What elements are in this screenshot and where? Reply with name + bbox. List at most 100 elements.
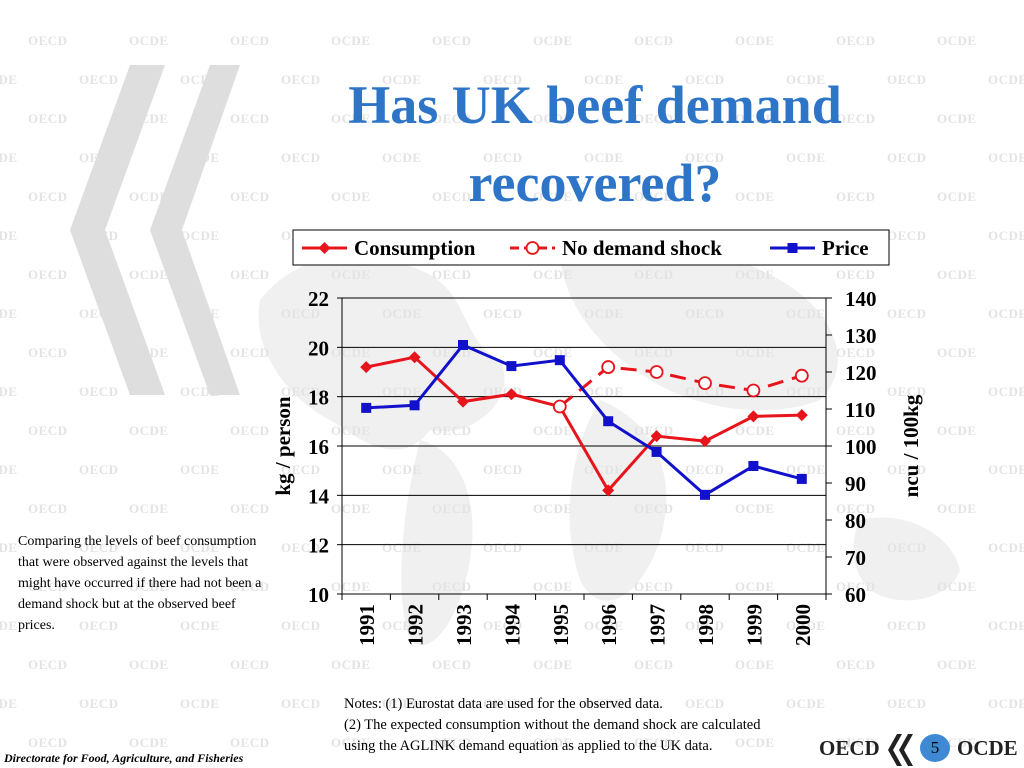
x-tick-label: 1995 bbox=[549, 604, 573, 646]
watermark-word: OECD bbox=[432, 579, 472, 594]
watermark-word: OCDE bbox=[937, 267, 977, 282]
watermark-word: OECD bbox=[887, 540, 927, 555]
oecd-chevron-logo bbox=[70, 65, 240, 395]
x-tick-label: 1994 bbox=[500, 604, 524, 647]
data-point bbox=[746, 383, 761, 398]
footer-directorate: Directorate for Food, Agriculture, and F… bbox=[4, 751, 244, 765]
x-tick-label: 1997 bbox=[646, 604, 670, 646]
watermark-word: OCDE bbox=[180, 618, 220, 633]
watermark-word: OECD bbox=[836, 189, 876, 204]
watermark-word: OCDE bbox=[584, 72, 624, 87]
data-point bbox=[506, 361, 517, 372]
y2-tick-label: 60 bbox=[845, 583, 866, 607]
watermark-word: OECD bbox=[634, 111, 674, 126]
watermark-word: OECD bbox=[230, 33, 270, 48]
title-line-2: recovered? bbox=[468, 153, 722, 213]
watermark-word: OECD bbox=[432, 657, 472, 672]
watermark-word: OECD bbox=[432, 423, 472, 438]
watermark-word: OCDE bbox=[584, 618, 624, 633]
watermark-word: OCDE bbox=[382, 150, 422, 165]
legend-marker bbox=[318, 242, 331, 254]
watermark-word: OCDE bbox=[735, 189, 775, 204]
watermark-word: OECD bbox=[483, 150, 523, 165]
watermark-word: OCDE bbox=[382, 462, 422, 477]
side-note: Comparing the levels of beef consumption… bbox=[18, 534, 262, 633]
watermark-word: OCDE bbox=[584, 306, 624, 321]
watermark-word: OECD bbox=[887, 228, 927, 243]
x-tick-label: 1992 bbox=[404, 604, 428, 646]
title-line-1: Has UK beef demand bbox=[348, 75, 842, 135]
x-tick-label: 1991 bbox=[355, 604, 379, 646]
watermark-word: OECD bbox=[685, 618, 725, 633]
watermark-word: OECD bbox=[281, 150, 321, 165]
watermark-word: OECD bbox=[281, 306, 321, 321]
data-point bbox=[651, 446, 662, 457]
watermark-word: OECD bbox=[836, 33, 876, 48]
y2-tick-label: 90 bbox=[845, 472, 866, 496]
slide-title: Has UK beef demand recovered? bbox=[260, 66, 930, 222]
watermark-word: OCDE bbox=[533, 33, 573, 48]
watermark-word: OCDE bbox=[937, 189, 977, 204]
data-point bbox=[601, 360, 616, 374]
data-point bbox=[409, 400, 420, 411]
watermark-word: OECD bbox=[887, 462, 927, 477]
data-point bbox=[457, 395, 469, 408]
watermark-word: OECD bbox=[685, 696, 725, 711]
data-point bbox=[408, 351, 421, 364]
y2-tick-label: 140 bbox=[845, 287, 877, 311]
watermark-word: OECD bbox=[887, 696, 927, 711]
watermark-word: OECD bbox=[634, 579, 674, 594]
watermark-word: OCDE bbox=[129, 189, 169, 204]
legend-label: Consumption bbox=[354, 236, 476, 260]
watermark-word: OECD bbox=[836, 657, 876, 672]
watermark-word: OCDE bbox=[786, 150, 826, 165]
watermark-word: OECD bbox=[432, 735, 472, 750]
watermark-word: OCDE bbox=[331, 501, 371, 516]
watermark-word: OECD bbox=[28, 189, 68, 204]
watermark-word: OCDE bbox=[331, 657, 371, 672]
watermark-word: OECD bbox=[483, 618, 523, 633]
watermark-word: OECD bbox=[28, 501, 68, 516]
footer-chevron-icon bbox=[888, 734, 913, 766]
watermark-word: OECD bbox=[887, 72, 927, 87]
watermark-word: OECD bbox=[634, 657, 674, 672]
watermark-word: OECD bbox=[230, 735, 270, 750]
watermark-word: OCDE bbox=[129, 33, 169, 48]
watermark-word: OECD bbox=[685, 150, 725, 165]
data-point bbox=[554, 355, 565, 366]
data-point bbox=[794, 368, 809, 383]
watermark-word: OCDE bbox=[0, 228, 18, 243]
y2-tick-label: 70 bbox=[845, 546, 866, 570]
watermark-word: OCDE bbox=[786, 540, 826, 555]
watermark-word: OECD bbox=[230, 423, 270, 438]
watermark-word: OCDE bbox=[988, 618, 1024, 633]
x-tick-label: 2000 bbox=[791, 604, 815, 646]
data-point bbox=[360, 361, 373, 374]
watermark-word: OECD bbox=[281, 540, 321, 555]
watermark-word: OCDE bbox=[331, 579, 371, 594]
watermark-word: OECD bbox=[836, 345, 876, 360]
watermark-word: OECD bbox=[685, 306, 725, 321]
watermark-word: OECD bbox=[634, 423, 674, 438]
legend-label: No demand shock bbox=[562, 236, 722, 260]
watermark-word: OCDE bbox=[533, 501, 573, 516]
watermark-word: OECD bbox=[79, 540, 119, 555]
data-point bbox=[650, 430, 663, 443]
y2-tick-label: 80 bbox=[845, 509, 866, 533]
chart-legend: Consumption No demand shock Price bbox=[292, 229, 890, 266]
y-tick-label: 20 bbox=[308, 336, 329, 360]
watermark-word: OECD bbox=[28, 267, 68, 282]
watermark-word: OCDE bbox=[988, 306, 1024, 321]
watermark-word: OECD bbox=[634, 267, 674, 282]
watermark-word: OCDE bbox=[786, 618, 826, 633]
watermark-word: OECD bbox=[836, 267, 876, 282]
watermark-word: OCDE bbox=[584, 696, 624, 711]
watermark-word: OECD bbox=[836, 111, 876, 126]
watermark-word: OCDE bbox=[937, 345, 977, 360]
data-point bbox=[748, 460, 759, 471]
watermark-word: OCDE bbox=[533, 111, 573, 126]
y-tick-label: 10 bbox=[308, 583, 329, 607]
watermark-word: OCDE bbox=[786, 306, 826, 321]
watermark-word: OCDE bbox=[735, 33, 775, 48]
